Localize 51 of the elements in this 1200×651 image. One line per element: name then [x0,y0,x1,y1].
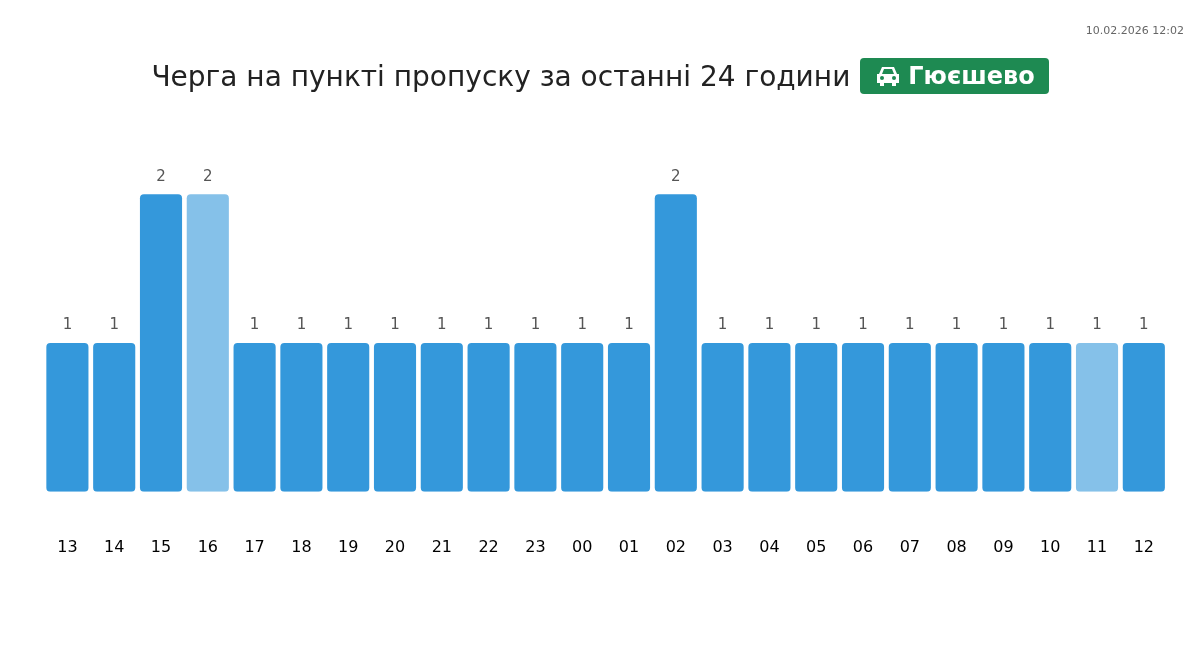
x-tick-label: 17 [244,536,265,556]
data-label: 1 [62,315,73,334]
data-label: 1 [437,315,447,334]
x-tick-label: 05 [806,536,827,556]
data-label: 1 [109,315,119,334]
x-tick-label: 12 [1133,536,1154,556]
data-label: 1 [1139,315,1149,334]
x-tick-label: 10 [1040,536,1061,556]
x-tick-label: 07 [899,536,920,556]
data-label: 1 [343,315,353,334]
data-label: 1 [296,315,307,334]
data-label: 1 [1045,315,1055,334]
x-tick-label: 14 [104,536,125,556]
data-label: 1 [811,315,821,334]
data-label: 2 [203,166,213,185]
x-tick-label: 11 [1086,536,1108,556]
data-label: 1 [483,315,494,334]
x-tick-label: 01 [618,536,640,556]
text: 10.02.2026 12:02 [1085,24,1184,37]
x-tick-label: 19 [338,536,359,556]
data-label: 1 [530,315,541,334]
x-tick-label: 21 [431,536,452,556]
x-tick-label: 16 [197,536,218,556]
data-label: 1 [390,315,400,334]
x-tick-label: 20 [384,536,406,556]
data-label: 1 [1092,315,1102,334]
data-label: 1 [577,315,587,334]
data-label: 2 [156,166,166,185]
chart-title: Черга на пункті пропуску за останні 24 години [151,59,851,93]
x-tick-label: 15 [150,536,172,556]
data-label: 1 [858,315,868,334]
x-tick-label: 02 [665,536,686,556]
data-label: 1 [764,315,775,334]
x-tick-label: 09 [993,536,1014,556]
data-label: 2 [671,166,681,185]
x-tick-label: 23 [525,536,546,556]
data-label: 1 [905,315,915,334]
data-label: 1 [624,315,634,334]
x-tick-label: 00 [572,536,593,556]
x-tick-label: 18 [291,536,312,556]
data-label: 1 [249,315,260,334]
data-label: 1 [998,315,1009,334]
x-tick-label: 13 [57,536,78,556]
x-tick-label: 04 [759,536,780,556]
x-tick-label: 03 [712,536,733,556]
x-tick-label: 08 [946,536,967,556]
x-tick-label: 22 [478,536,499,556]
chart-subtitle: Гюєшево [908,62,1035,90]
data-label: 1 [951,315,962,334]
data-label: 1 [717,315,728,334]
x-tick-label: 06 [852,536,874,556]
